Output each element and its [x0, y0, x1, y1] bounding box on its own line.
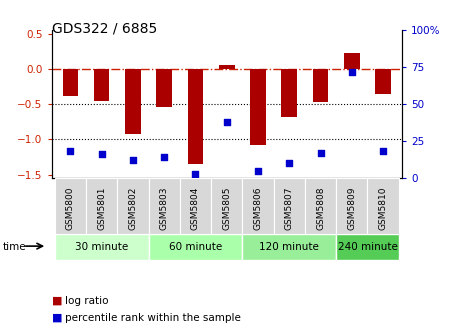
FancyBboxPatch shape — [86, 178, 117, 234]
Text: GDS322 / 6885: GDS322 / 6885 — [52, 22, 157, 36]
Text: 60 minute: 60 minute — [169, 242, 222, 252]
Text: ■: ■ — [52, 296, 62, 306]
Text: GSM5800: GSM5800 — [66, 186, 75, 230]
Bar — [313, 69, 328, 102]
FancyBboxPatch shape — [180, 178, 211, 234]
FancyBboxPatch shape — [242, 178, 273, 234]
Text: GSM5803: GSM5803 — [160, 186, 169, 230]
Text: GSM5809: GSM5809 — [348, 186, 357, 230]
Text: GSM5802: GSM5802 — [128, 186, 137, 230]
Bar — [282, 69, 297, 117]
Bar — [375, 69, 391, 94]
Text: ■: ■ — [52, 312, 62, 323]
Point — [255, 168, 262, 173]
Text: GSM5808: GSM5808 — [316, 186, 325, 230]
Bar — [62, 69, 78, 96]
Bar — [219, 66, 234, 69]
Text: GSM5805: GSM5805 — [222, 186, 231, 230]
FancyBboxPatch shape — [367, 178, 399, 234]
Text: GSM5801: GSM5801 — [97, 186, 106, 230]
Bar — [156, 69, 172, 107]
FancyBboxPatch shape — [273, 178, 305, 234]
Point — [348, 69, 356, 74]
Text: time: time — [2, 242, 26, 252]
Bar — [250, 69, 266, 145]
Text: GSM5807: GSM5807 — [285, 186, 294, 230]
Point — [129, 158, 136, 163]
Text: 240 minute: 240 minute — [338, 242, 397, 252]
Text: GSM5810: GSM5810 — [379, 186, 387, 230]
FancyBboxPatch shape — [149, 234, 242, 260]
Point — [286, 161, 293, 166]
Text: 120 minute: 120 minute — [260, 242, 319, 252]
Point — [317, 150, 324, 156]
FancyBboxPatch shape — [336, 234, 399, 260]
Bar — [344, 53, 360, 69]
Point — [192, 171, 199, 176]
Bar — [125, 69, 141, 134]
FancyBboxPatch shape — [117, 178, 149, 234]
Text: GSM5804: GSM5804 — [191, 186, 200, 230]
FancyBboxPatch shape — [55, 234, 149, 260]
Point — [98, 152, 105, 157]
FancyBboxPatch shape — [305, 178, 336, 234]
Point — [67, 149, 74, 154]
Text: GSM5806: GSM5806 — [254, 186, 263, 230]
Bar — [188, 69, 203, 164]
Point — [161, 155, 168, 160]
FancyBboxPatch shape — [336, 178, 367, 234]
Text: log ratio: log ratio — [65, 296, 109, 306]
FancyBboxPatch shape — [211, 178, 242, 234]
Text: percentile rank within the sample: percentile rank within the sample — [65, 312, 241, 323]
Point — [223, 119, 230, 125]
FancyBboxPatch shape — [149, 178, 180, 234]
Bar — [94, 69, 110, 101]
Text: 30 minute: 30 minute — [75, 242, 128, 252]
FancyBboxPatch shape — [55, 178, 86, 234]
Point — [379, 149, 387, 154]
FancyBboxPatch shape — [242, 234, 336, 260]
